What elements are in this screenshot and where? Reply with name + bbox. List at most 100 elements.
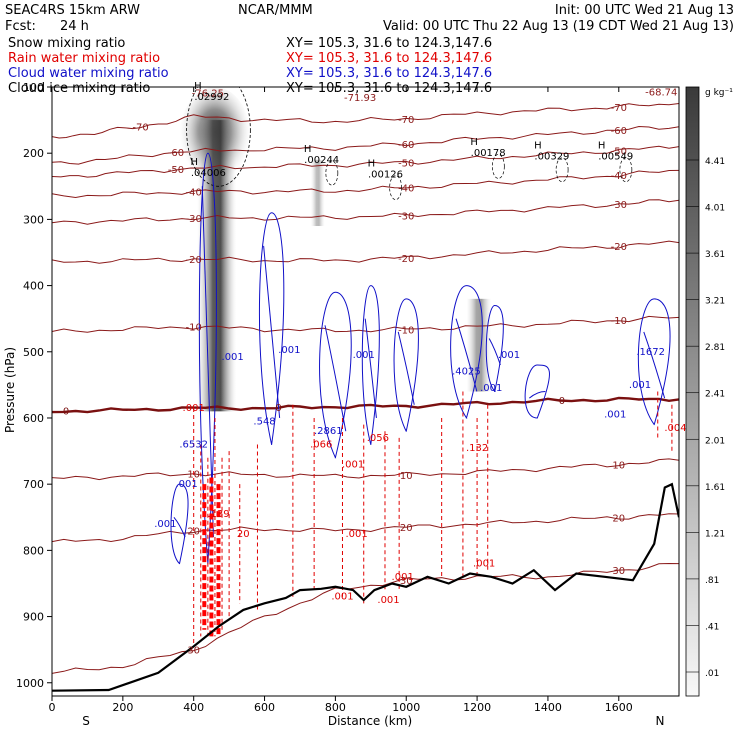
rain-water-label: .132 — [466, 443, 488, 454]
cloud-ice-outline-small — [389, 175, 402, 200]
y-axis-tick-label: 400 — [23, 280, 44, 293]
cloud-water-contour — [524, 364, 550, 419]
init-time: Init: 00 UTC Wed 21 Aug 13 — [555, 3, 734, 18]
cloud-water-contour-inner — [173, 516, 186, 538]
temperature-contour-label: -70 — [398, 115, 414, 126]
y-axis-tick-label: 200 — [23, 147, 44, 160]
temperature-contour-label: -50 — [398, 158, 414, 169]
cloud-water-contour — [258, 212, 285, 445]
temperature-extremum-label: -71.93 — [344, 93, 376, 104]
temperature-contour-label: -20 — [611, 242, 627, 253]
colorbar-labels: 4.41 4.01 3.61 3.21 2.81 2.41 2.01 1.61 1.21 .81.… — [686, 157, 725, 679]
x-axis-tick-label: 1200 — [463, 701, 491, 714]
plot-area — [52, 87, 679, 692]
cloud-ice-max-label: .00244 — [304, 155, 339, 166]
legend-label-cloud-water: Cloud water mixing ratio — [8, 66, 169, 81]
legend-label-snow: Snow mixing ratio — [8, 36, 125, 51]
rain-water-label: .139 — [207, 509, 229, 520]
cloud-water-contour — [198, 152, 217, 565]
freezing-level-line — [52, 396, 679, 414]
cloud-ice-outline-core — [186, 87, 251, 187]
colorbar-unit: g kg⁻¹ — [705, 88, 733, 98]
colorbar-tick-label: 1.61 — [705, 483, 725, 493]
cloud-water-contour — [485, 304, 504, 392]
temperature-contour-label: -60 — [398, 140, 414, 151]
cloud-water-contour-inner — [364, 318, 377, 419]
freezing-level-label: 0 — [275, 403, 281, 414]
temperature-contour-line — [52, 199, 679, 225]
temperature-contour-line — [52, 145, 679, 178]
temperature-contour-line — [52, 169, 679, 199]
colorbar-tick-label: 4.01 — [705, 204, 725, 214]
temperature-contour-label: -50 — [611, 147, 627, 158]
plot-frame — [51, 86, 680, 697]
cloud-water-label: .001 — [604, 410, 626, 421]
temperature-contour-label: 10 — [612, 460, 625, 471]
x-axis-tick-label: 1400 — [534, 701, 562, 714]
cloud-water-label: .001 — [154, 519, 176, 530]
temperature-contour-line — [52, 240, 679, 264]
rain-water-label: .004 — [664, 423, 686, 434]
colorbar-tick-label: 3.61 — [705, 250, 725, 260]
cloud-water-label: .001 — [498, 350, 520, 361]
temperature-contour-label: -10 — [186, 323, 202, 334]
cloud-water-contour — [393, 298, 419, 432]
contour-labels: -70 -70 -70 -60 -60 -60 -50 -50 -50 -40 -40 -40 -30 -… — [63, 81, 687, 657]
temperature-contour-label: -60 — [168, 148, 184, 159]
temperature-contour-label: -10 — [398, 325, 414, 336]
cloud-water-label: .1672 — [636, 347, 665, 358]
temperature-contour-line — [52, 513, 679, 543]
legend-label-rain: Rain water mixing ratio — [8, 51, 160, 66]
cloud-ice-max-marker: H — [304, 144, 312, 155]
temperature-contour-label: -40 — [186, 188, 202, 199]
x-axis-tick-label: 800 — [325, 701, 346, 714]
temperature-contour-label: -30 — [611, 200, 627, 211]
temperature-contour-line — [52, 103, 679, 139]
colorbar-tick-label: .41 — [705, 622, 719, 632]
temperature-contour-label: 20 — [187, 527, 200, 538]
x-axis: 0 200 400 600 800 1000 1200 1400 1600 — [49, 87, 633, 714]
temperature-contour-label: -10 — [611, 316, 627, 327]
valid-time: Valid: 00 UTC Thu 22 Aug 13 (19 CDT Wed … — [383, 19, 734, 34]
colorbar-tick-label: 2.01 — [705, 436, 725, 446]
colorbar: g kg⁻¹ 4.41 4.01 3.61 3.21 2.81 2.41 2.01 1.61 1… — [685, 86, 733, 697]
temperature-contour-label: 30 — [400, 576, 413, 587]
freezing-level-label: 0 — [559, 396, 565, 407]
cloud-ice-max-marker: H — [598, 141, 606, 152]
y-axis-tick-label: 300 — [23, 213, 44, 226]
cloud-ice-outline-small — [491, 154, 505, 179]
cloud-ice-max-marker: H — [368, 158, 376, 169]
y-axis-tick-label: 700 — [23, 478, 44, 491]
temperature-contour-label: -70 — [132, 123, 148, 134]
y-axis-tick-label: 900 — [23, 611, 44, 624]
cloud-ice-max-label: .00126 — [368, 169, 403, 180]
y-axis-tick-label: 500 — [23, 346, 44, 359]
snow-shading — [179, 87, 492, 412]
cloud-water-contour-inner — [643, 331, 666, 399]
cloud-ice-outline-small — [619, 157, 633, 183]
temperature-contour-label: -20 — [398, 254, 414, 265]
cloud-ice-max-label: .00329 — [534, 152, 569, 163]
cloud-water-label: .001 — [278, 345, 300, 356]
freezing-level-label: 0 — [63, 406, 69, 417]
y-axis-tick-label: 600 — [23, 412, 44, 425]
temperature-contour-label: -50 — [168, 165, 184, 176]
cloud-water-contour — [361, 285, 380, 445]
cloud-ice-max-label: .04006 — [191, 168, 226, 179]
temperature-contour-label: 30 — [187, 646, 200, 657]
temperature-contour-line — [52, 458, 679, 481]
rain-water-label: .001 — [377, 595, 399, 606]
colorbar-tick-label: 2.81 — [705, 343, 725, 353]
cloud-water-contours — [170, 152, 671, 565]
snow-column-tertiary — [310, 159, 325, 227]
x-axis-endpoint-right: N — [656, 714, 665, 728]
temperature-contour-label: -20 — [186, 255, 202, 266]
temperature-contour-label: -70 — [611, 103, 627, 114]
cloud-water-contour — [319, 291, 352, 459]
rain-water-label: .001 — [392, 572, 414, 583]
rain-water-label: .001 — [342, 459, 364, 470]
temperature-contour-line — [52, 315, 679, 333]
cloud-water-label: .001 — [222, 352, 244, 363]
temperature-contour-label: 10 — [187, 470, 200, 481]
